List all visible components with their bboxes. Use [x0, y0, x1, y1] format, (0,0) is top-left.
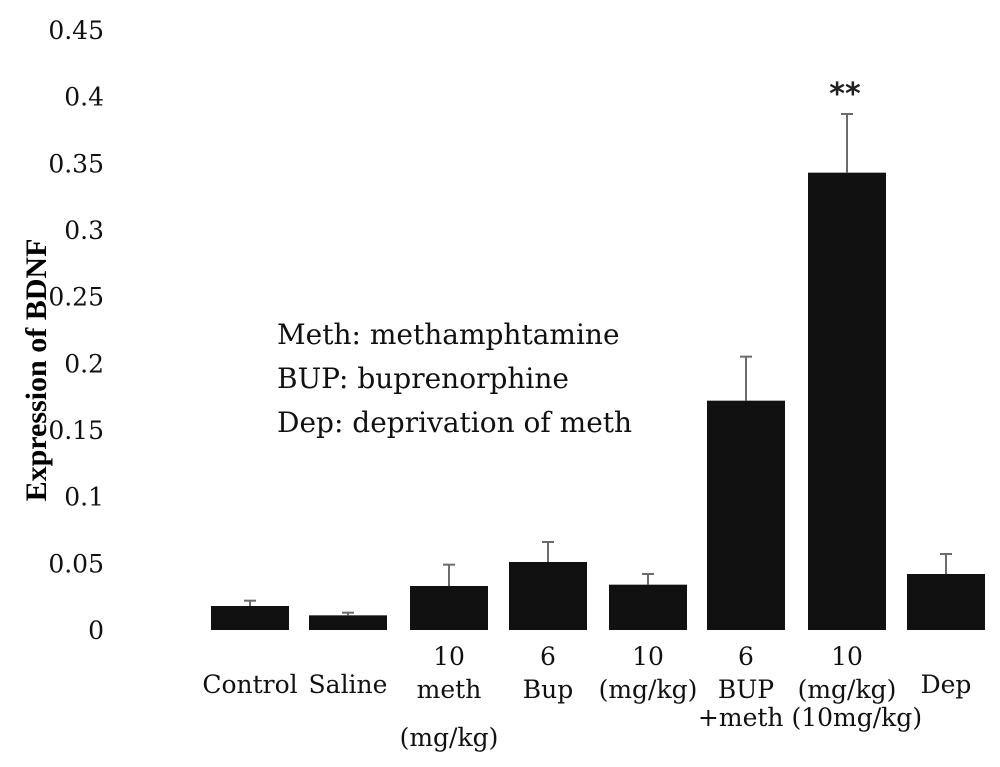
- y-tick-label: 0.25: [48, 283, 104, 312]
- y-tick-label: 0.15: [48, 416, 104, 445]
- note-meth: Meth: methamphtamine: [277, 318, 620, 351]
- y-tick-label: 0.35: [48, 149, 104, 178]
- x-tick-label: 10: [632, 642, 664, 671]
- y-axis-label: Expression of BDNF: [20, 239, 53, 502]
- x-tick-label: Control: [202, 670, 297, 699]
- y-tick-label: 0.45: [48, 16, 104, 45]
- bar: [309, 615, 387, 630]
- y-tick-label: 0.3: [64, 216, 104, 245]
- y-tick-label: 0.2: [64, 349, 104, 378]
- y-tick-label: 0.05: [48, 549, 104, 578]
- x-tick-label: (mg/kg): [599, 675, 698, 704]
- bar: [509, 562, 587, 630]
- bar: [707, 400, 785, 630]
- x-tick-label: Bup: [523, 675, 573, 704]
- bar: [609, 584, 687, 630]
- error-bars: [244, 113, 952, 616]
- legend-notes: Meth: methamphtamine BUP: buprenorphine …: [277, 318, 632, 439]
- x-tick-label: (mg/kg): [400, 723, 499, 752]
- x-tick-label: Dep: [921, 670, 972, 699]
- x-axis-category-labels: Control Saline 10 meth (mg/kg) 6 Bup 10 (mg/kg) 6…: [202, 642, 971, 752]
- x-tick-label: 10: [831, 642, 863, 671]
- x-tick-label: (mg/kg): [798, 675, 897, 704]
- x-tick-label: meth: [417, 675, 482, 704]
- bar: [410, 586, 488, 630]
- y-axis-ticks: 0 0.05 0.1 0.15 0.2 0.25 0.3 0.35 0.4 0.45: [48, 16, 104, 645]
- significance-annotations: **: [829, 77, 861, 112]
- note-bup: BUP: buprenorphine: [277, 362, 569, 395]
- bar: [808, 172, 886, 630]
- x-tick-label: 10: [433, 642, 465, 671]
- x-tick-label: Saline: [309, 670, 388, 699]
- y-tick-label: 0.1: [64, 483, 104, 512]
- group-label-meth: +meth (10mg/kg): [698, 703, 922, 732]
- y-tick-label: 0: [88, 616, 104, 645]
- bars: [211, 172, 985, 630]
- x-tick-label: BUP: [718, 675, 774, 704]
- note-dep: Dep: deprivation of meth: [277, 406, 632, 439]
- y-tick-label: 0.4: [64, 83, 104, 112]
- bar: [211, 606, 289, 630]
- bar: [907, 574, 985, 630]
- x-tick-label: 6: [738, 642, 754, 671]
- significance-marker: **: [829, 77, 861, 112]
- x-tick-label: 6: [540, 642, 556, 671]
